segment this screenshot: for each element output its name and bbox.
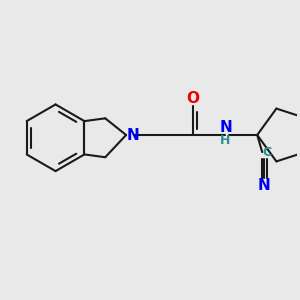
Text: N: N: [127, 128, 140, 142]
Text: N: N: [219, 120, 232, 135]
Text: N: N: [258, 178, 271, 193]
Text: C: C: [262, 146, 272, 159]
Text: O: O: [186, 91, 199, 106]
Text: H: H: [220, 134, 231, 147]
